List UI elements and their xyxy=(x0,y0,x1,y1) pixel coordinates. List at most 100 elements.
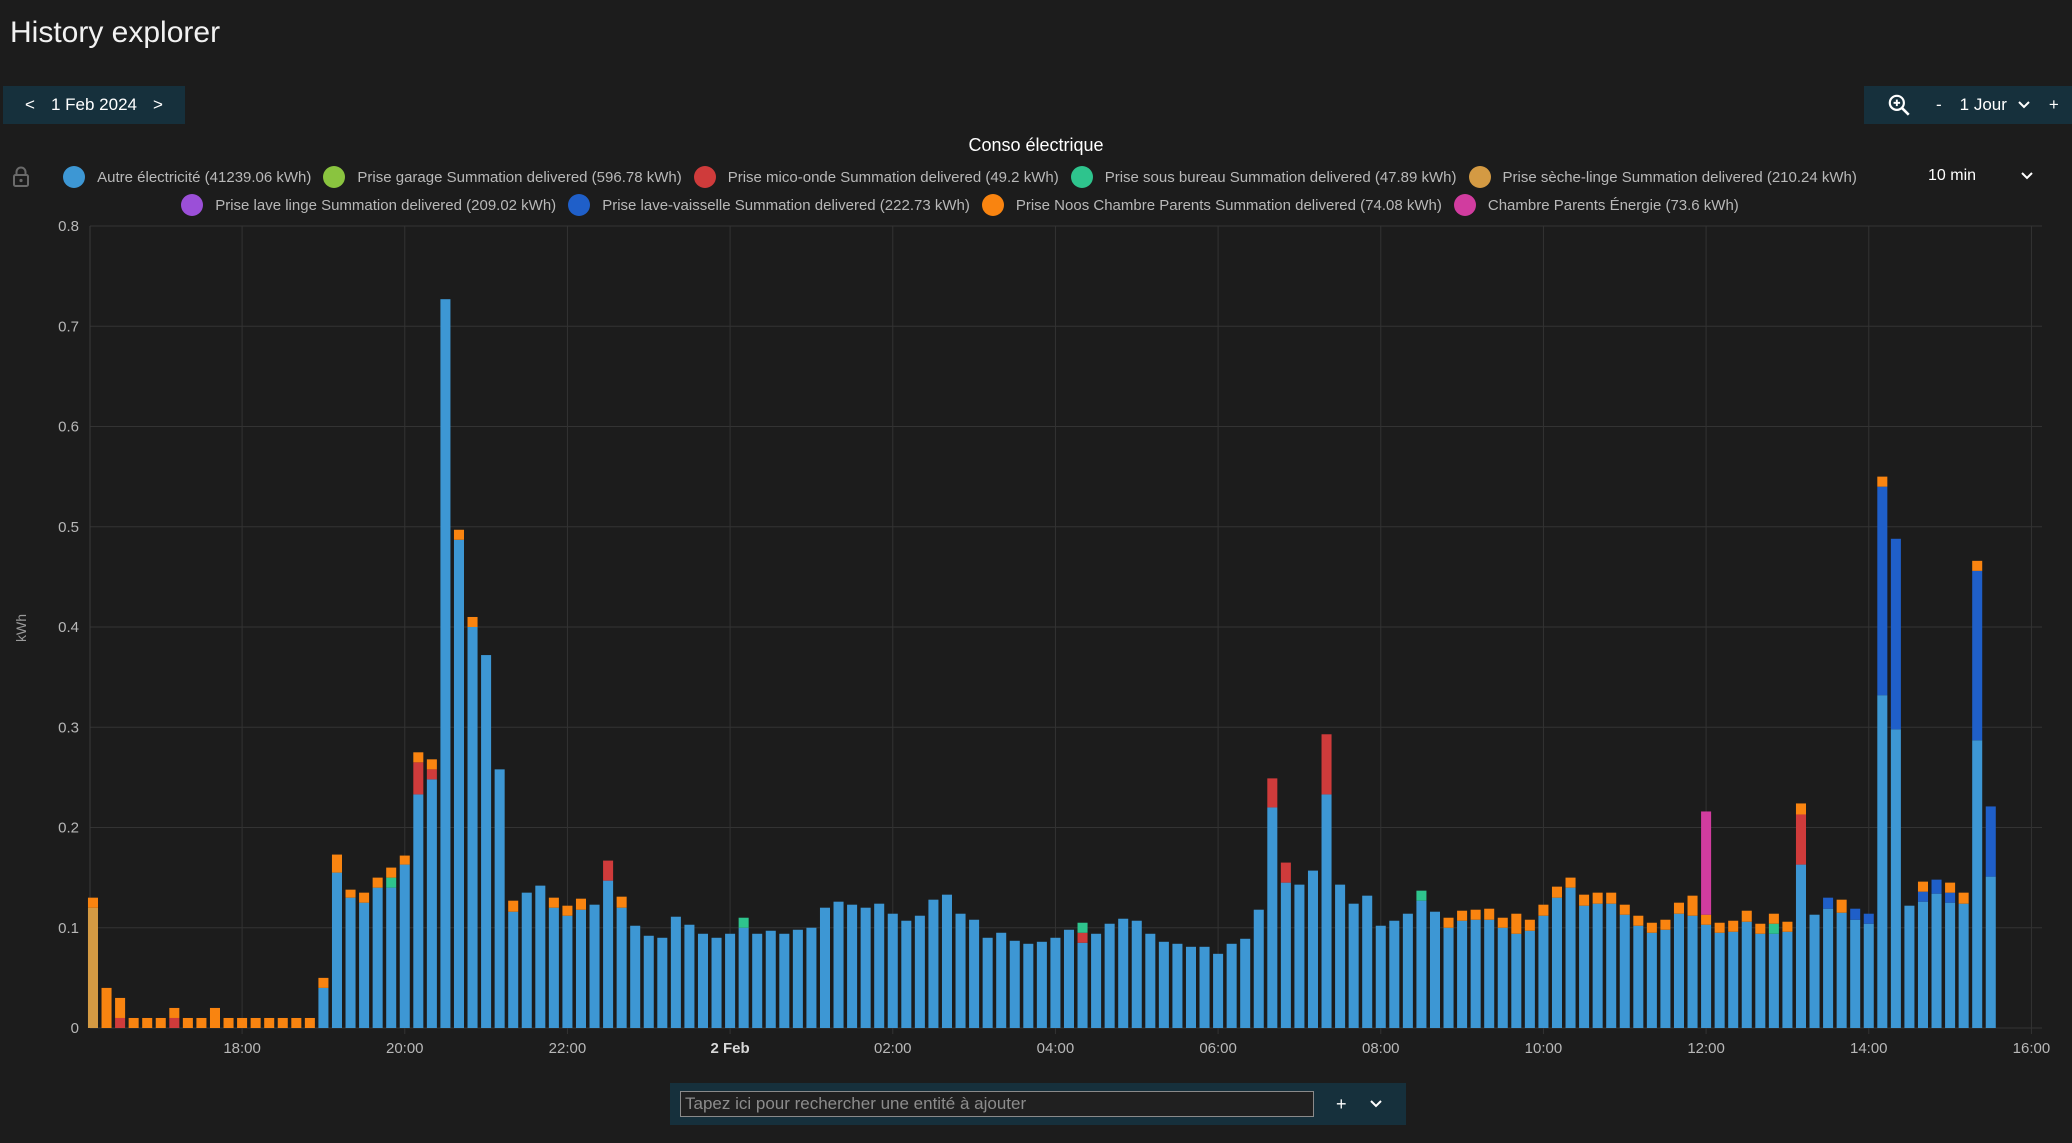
bar-segment-noos xyxy=(264,1017,275,1028)
bar-segment-autre xyxy=(1714,932,1725,1028)
bar-segment-autre xyxy=(833,901,844,1028)
bar-segment-vaisselle xyxy=(1890,538,1901,730)
chevron-down-icon[interactable] xyxy=(1369,1097,1383,1111)
bar-segment-autre xyxy=(1741,921,1752,1028)
chart-bars xyxy=(87,299,1996,1028)
bar-segment-noos xyxy=(562,905,573,916)
legend-item-garage[interactable]: Prise garage Summation delivered (596.78… xyxy=(323,166,682,188)
bar-segment-micro xyxy=(1321,734,1332,795)
legend-item-micro-onde[interactable]: Prise mico-onde Summation delivered (49.… xyxy=(693,166,1059,188)
bar-segment-noos xyxy=(1958,892,1969,904)
bar-segment-autre xyxy=(1172,943,1183,1028)
previous-day-button[interactable]: < xyxy=(25,95,35,114)
legend-item-sous-bureau[interactable]: Prise sous bureau Summation delivered (4… xyxy=(1070,166,1457,188)
bar-segment-noos xyxy=(1565,877,1576,888)
bar-segment-autre xyxy=(318,987,329,1028)
bar-segment-autre xyxy=(792,929,803,1028)
bar-segment-autre xyxy=(1375,925,1386,1028)
bar-segment-noos xyxy=(1782,921,1793,932)
bar-segment-autre xyxy=(1131,920,1142,1028)
bar-segment-vaisselle xyxy=(1931,879,1942,894)
interval-select[interactable]: 10 min xyxy=(1928,165,2034,187)
range-increase-button[interactable]: + xyxy=(2048,95,2059,114)
legend-label: Prise lave-vaisselle Summation delivered… xyxy=(602,196,970,214)
range-decrease-button[interactable]: - xyxy=(1936,95,1942,114)
y-axis-label: kWh xyxy=(13,614,29,642)
bar-segment-noos xyxy=(1755,923,1766,934)
legend-label: Prise garage Summation delivered (596.78… xyxy=(357,168,682,186)
entity-search-input[interactable] xyxy=(680,1091,1314,1117)
next-day-button[interactable]: > xyxy=(153,95,163,114)
bar-segment-autre xyxy=(1931,893,1942,1028)
legend-swatch xyxy=(181,194,204,216)
bar-segment-autre xyxy=(1226,943,1237,1028)
legend-label: Autre électricité (41239.06 kWh) xyxy=(97,168,312,186)
bar-segment-autre xyxy=(1023,943,1034,1028)
x-tick-label: 14:00 xyxy=(1850,1040,1888,1057)
page-title: History explorer xyxy=(10,16,221,49)
bar-segment-noos xyxy=(1836,899,1847,913)
bar-segment-autre xyxy=(467,627,478,1028)
legend-item-lave-vaisselle[interactable]: Prise lave-vaisselle Summation delivered… xyxy=(568,194,970,216)
bar-segment-noos xyxy=(155,1017,166,1028)
range-label[interactable]: 1 Jour xyxy=(1959,95,2007,114)
chevron-down-icon[interactable] xyxy=(2017,98,2031,112)
bar-segment-micro xyxy=(1267,778,1278,808)
x-tick-label: 22:00 xyxy=(549,1040,587,1057)
legend-swatch xyxy=(1453,194,1476,216)
y-tick-label: 0.4 xyxy=(58,619,79,636)
x-tick-label: 04:00 xyxy=(1037,1040,1075,1057)
bar-segment-autre xyxy=(1050,937,1061,1028)
x-tick-label: 02:00 xyxy=(874,1040,912,1057)
legend-label: Prise lave linge Summation delivered (20… xyxy=(215,196,557,214)
legend-item-lave-linge[interactable]: Prise lave linge Summation delivered (20… xyxy=(181,194,556,216)
bar-segment-noos xyxy=(453,529,464,540)
chart-title: Conso électrique xyxy=(968,135,1104,155)
bar-segment-autre xyxy=(928,899,939,1028)
add-entity-button[interactable]: + xyxy=(1336,1093,1347,1114)
bar-segment-autre xyxy=(1511,933,1522,1028)
bar-segment-noos xyxy=(399,855,410,865)
bar-segment-micro xyxy=(426,769,437,780)
bar-segment-autre xyxy=(1673,913,1684,1028)
bar-segment-autre xyxy=(1795,864,1806,1028)
bar-segment-vaisselle xyxy=(1972,570,1983,741)
bar-segment-noos xyxy=(277,1017,288,1028)
bar-segment-autre xyxy=(1457,920,1468,1028)
legend-item-seche-linge[interactable]: Prise sèche-linge Summation delivered (2… xyxy=(1468,166,1857,188)
bar-segment-noos xyxy=(182,1017,193,1028)
lock-icon[interactable] xyxy=(12,166,30,188)
y-tick-label: 0.6 xyxy=(58,419,79,436)
bar-segment-autre xyxy=(1646,932,1657,1028)
bar-segment-autre xyxy=(1185,946,1196,1028)
bar-segment-autre xyxy=(481,655,492,1028)
bar-segment-autre xyxy=(955,913,966,1028)
bar-segment-noos xyxy=(413,752,424,763)
stacked-bar-chart[interactable]: 0 0.1 0.2 0.3 0.4 0.5 0.6 0.7 0.8 18:00 20:00 22:00… xyxy=(0,210,2072,1070)
bar-segment-autre xyxy=(630,925,641,1028)
bar-segment-autre xyxy=(1985,876,1996,1028)
bar-segment-autre xyxy=(359,902,370,1028)
legend-item-autre[interactable]: Autre électricité (41239.06 kWh) xyxy=(63,166,311,188)
zoom-in-icon[interactable] xyxy=(1886,92,1912,118)
bar-segment-autre xyxy=(1443,927,1454,1028)
bar-segment-vaisselle xyxy=(1823,897,1834,909)
bar-segment-bureau xyxy=(1768,923,1779,934)
bar-segment-autre xyxy=(914,915,925,1028)
bar-segment-noos xyxy=(1484,908,1495,920)
bar-segment-autre xyxy=(657,937,668,1028)
bar-segment-autre xyxy=(969,919,980,1028)
date-label[interactable]: 1 Feb 2024 xyxy=(50,95,137,114)
bar-segment-noos xyxy=(1701,914,1712,925)
bar-segment-autre xyxy=(1104,923,1115,1028)
bar-segment-autre xyxy=(1579,905,1590,1028)
legend-swatch xyxy=(1070,166,1093,188)
bar-segment-noos xyxy=(467,616,478,627)
bar-segment-autre xyxy=(1294,884,1305,1028)
legend-item-noos[interactable]: Prise Noos Chambre Parents Summation del… xyxy=(981,194,1442,216)
bar-segment-vaisselle xyxy=(1850,908,1861,920)
legend-label: Prise sous bureau Summation delivered (4… xyxy=(1104,168,1457,186)
bar-segment-noos xyxy=(1551,886,1562,898)
x-tick-label: 18:00 xyxy=(223,1040,261,1057)
legend-item-chambre-parents[interactable]: Chambre Parents Énergie (73.6 kWh) xyxy=(1453,194,1739,216)
